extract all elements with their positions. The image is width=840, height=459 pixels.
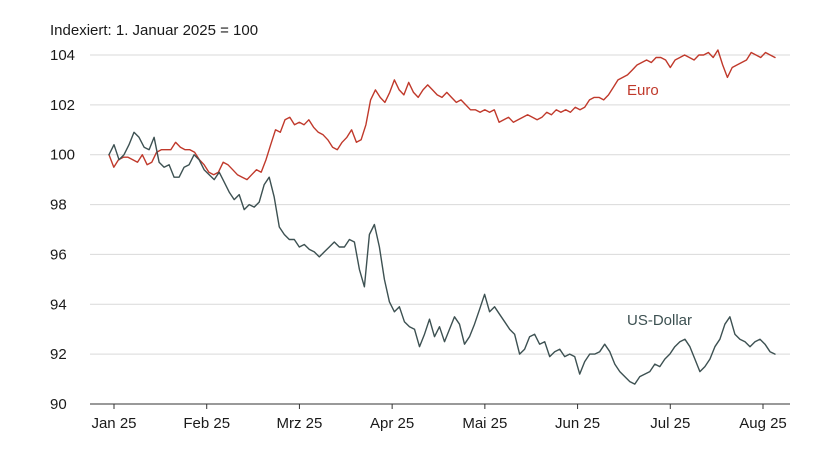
y-tick-label: 94 bbox=[50, 296, 67, 313]
series-label-us-dollar: US-Dollar bbox=[627, 312, 692, 329]
x-tick-label: Mrz 25 bbox=[277, 415, 323, 432]
series-line-euro bbox=[108, 49, 776, 181]
x-tick-label: Jul 25 bbox=[650, 415, 690, 432]
y-tick-label: 100 bbox=[50, 147, 75, 164]
x-tick-label: Aug 25 bbox=[739, 415, 787, 432]
series-lines bbox=[108, 49, 776, 385]
y-tick-label: 98 bbox=[50, 197, 67, 214]
x-tick-label: Feb 25 bbox=[183, 415, 230, 432]
grid-lines bbox=[90, 54, 790, 405]
x-tick-label: Mai 25 bbox=[462, 415, 507, 432]
y-tick-label: 104 bbox=[50, 47, 75, 64]
x-tick-label: Jun 25 bbox=[555, 415, 600, 432]
series-labels: Euro US-Dollar bbox=[627, 82, 692, 329]
x-axis-ticks: Jan 25 Feb 25 Mrz 25 Apr 25 Mai 25 Jun 25 Jul … bbox=[91, 404, 787, 432]
y-tick-label: 102 bbox=[50, 97, 75, 114]
chart-subtitle: Indexiert: 1. Januar 2025 = 100 bbox=[50, 22, 258, 39]
x-tick-label: Jan 25 bbox=[91, 415, 136, 432]
y-axis-ticks: 90 92 94 96 98 100 102 104 bbox=[50, 47, 75, 413]
x-tick-label: Apr 25 bbox=[370, 415, 414, 432]
y-tick-label: 90 bbox=[50, 396, 67, 413]
series-line-us-dollar bbox=[108, 131, 776, 385]
y-tick-label: 92 bbox=[50, 346, 67, 363]
series-label-euro: Euro bbox=[627, 82, 659, 99]
y-tick-label: 96 bbox=[50, 246, 67, 263]
